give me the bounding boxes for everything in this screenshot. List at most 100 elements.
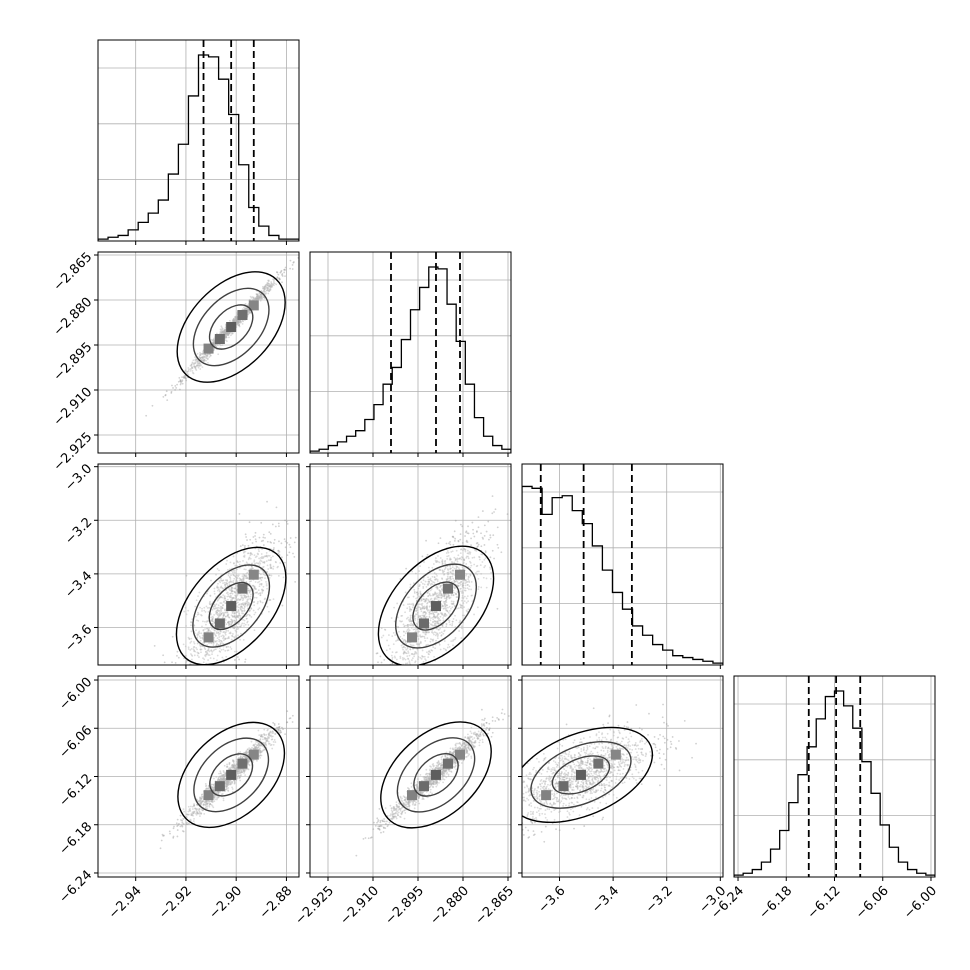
scatter-point <box>224 326 227 329</box>
scatter-point <box>257 297 260 300</box>
scatter-point <box>477 526 480 529</box>
scatter-point <box>497 546 500 549</box>
scatter-point <box>214 640 217 643</box>
scatter-point <box>202 638 204 640</box>
scatter-point <box>219 639 222 642</box>
scatter-point <box>217 582 219 585</box>
scatter-point <box>213 344 216 346</box>
scatter-point <box>217 614 219 617</box>
scatter-point <box>433 576 436 579</box>
scatter-point <box>257 553 260 556</box>
scatter-point <box>217 586 219 589</box>
scatter-point <box>284 546 287 549</box>
scatter-point <box>205 621 208 623</box>
scatter-point <box>218 589 221 592</box>
scatter-point <box>210 338 213 341</box>
scatter-point <box>199 353 202 356</box>
scatter-point <box>206 651 209 654</box>
scatter-point <box>211 651 214 653</box>
scatter-point <box>258 557 261 560</box>
scatter-point <box>250 296 253 299</box>
scatter-point <box>487 520 490 523</box>
scatter-point <box>206 627 209 630</box>
scatter-point <box>261 591 264 594</box>
scatter-point <box>224 333 227 336</box>
scatter-point <box>215 631 218 633</box>
scatter-point <box>237 322 239 324</box>
scatter-point <box>216 611 219 614</box>
scatter-point <box>269 286 272 289</box>
scatter-point <box>266 288 269 290</box>
scatter-point <box>426 553 429 556</box>
scatter-point <box>213 633 216 636</box>
scatter-point <box>264 290 267 293</box>
scatter-point <box>206 644 209 647</box>
scatter-point <box>234 659 236 661</box>
scatter-point <box>258 561 261 563</box>
scatter-point <box>262 561 265 564</box>
scatter-point <box>428 650 431 652</box>
scatter-point <box>414 613 417 616</box>
density-cell <box>203 632 214 643</box>
scatter-point <box>406 678 408 680</box>
scatter-point <box>215 635 217 637</box>
scatter-point <box>145 414 148 417</box>
scatter-point <box>458 557 461 560</box>
scatter-point <box>216 599 219 602</box>
scatter-point <box>369 699 371 701</box>
scatter-point <box>226 614 229 617</box>
scatter-point <box>205 605 208 608</box>
scatter-point <box>215 586 218 589</box>
scatter-point <box>179 383 182 386</box>
scatter-point <box>375 652 378 655</box>
scatter-point <box>219 581 222 584</box>
scatter-point <box>232 615 234 618</box>
scatter-point <box>214 344 217 346</box>
scatter-point <box>231 619 234 622</box>
scatter-point <box>481 510 484 512</box>
scatter-point <box>272 548 275 551</box>
scatter-point <box>234 319 237 322</box>
scatter-point <box>248 312 251 314</box>
scatter-point <box>193 646 196 648</box>
scatter-point <box>230 618 233 621</box>
density-cell <box>248 569 259 580</box>
scatter-point <box>429 598 432 601</box>
scatter-point <box>224 333 227 335</box>
scatter-point <box>255 293 258 296</box>
scatter-point <box>183 376 186 379</box>
scatter-point <box>194 686 196 688</box>
y-tick-label: −3.2 <box>62 515 95 548</box>
scatter-point <box>198 356 201 359</box>
scatter-point <box>233 615 236 618</box>
scatter-point <box>248 309 251 312</box>
scatter-point <box>237 603 240 606</box>
scatter-point <box>225 332 227 335</box>
scatter-point <box>215 610 218 613</box>
scatter-point <box>232 319 235 322</box>
scatter-point <box>220 606 223 608</box>
scatter-point <box>162 396 165 398</box>
density-cell <box>214 618 225 629</box>
scatter-point <box>229 576 232 579</box>
scatter-point <box>233 625 236 628</box>
scatter-point <box>259 294 262 297</box>
scatter-point <box>379 655 382 658</box>
scatter-point <box>200 673 202 675</box>
scatter-point <box>244 533 247 536</box>
scatter-point <box>280 542 283 545</box>
scatter-point <box>219 602 222 604</box>
scatter-point <box>223 332 226 335</box>
scatter-point <box>261 576 263 579</box>
scatter-point <box>228 336 230 339</box>
scatter-point <box>224 329 226 332</box>
scatter-point <box>232 579 235 582</box>
y-tick-label: −2.910 <box>51 385 96 430</box>
scatter-point <box>268 290 271 293</box>
scatter-point <box>256 293 259 296</box>
scatter-point <box>286 710 289 713</box>
scatter-point <box>187 646 190 649</box>
scatter-point <box>242 618 244 621</box>
scatter-point <box>224 637 226 640</box>
scatter-point <box>199 606 201 609</box>
